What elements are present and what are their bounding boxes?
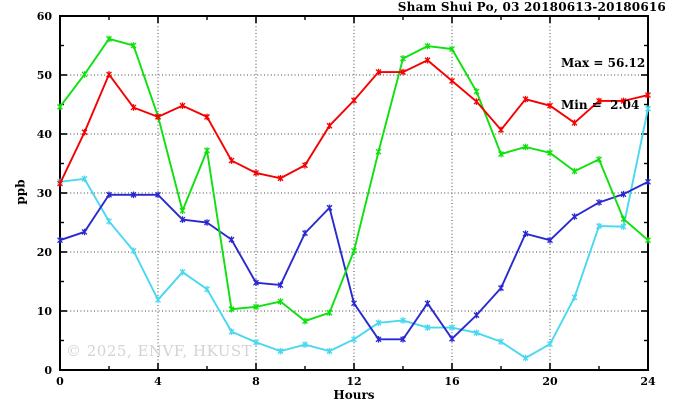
- y-tick-label: 40: [37, 128, 53, 141]
- y-tick-label: 0: [44, 364, 52, 377]
- y-tick-label: 10: [37, 305, 53, 318]
- min-annotation: Min = 2.04: [561, 98, 640, 112]
- tick-labels: 0 4 8 12 16 20 24 0 10 20 30 40 50 60: [37, 10, 656, 388]
- plot-frame: [59, 15, 649, 371]
- series-green-markers: [57, 35, 651, 325]
- x-tick-label: 20: [542, 375, 558, 388]
- y-tick-label: 30: [37, 187, 53, 200]
- series-red: [57, 56, 651, 187]
- x-tick-label: 12: [346, 375, 361, 388]
- y-axis-label: ppb: [13, 179, 28, 205]
- series-cyan: [57, 105, 651, 362]
- x-axis-label: Hours: [333, 388, 375, 402]
- x-tick-label: 16: [444, 375, 460, 388]
- grid-lines: [60, 16, 648, 370]
- max-annotation: Max = 56.12: [561, 56, 646, 70]
- x-tick-label: 4: [154, 375, 162, 388]
- y-tick-label: 60: [37, 10, 53, 23]
- series-blue-markers: [57, 178, 651, 343]
- max-min-annotation: Max = 56.12 Min = 2.04: [561, 28, 645, 140]
- watermark: © 2025, ENVF, HKUST: [66, 342, 253, 360]
- x-tick-label: 8: [252, 375, 260, 388]
- chart-title: Sham Shui Po, 03 20180613-20180616: [397, 0, 666, 14]
- x-tick-label: 0: [56, 375, 64, 388]
- x-tick-label: 24: [640, 375, 656, 388]
- y-tick-label: 20: [37, 246, 53, 259]
- y-tick-label: 50: [37, 69, 53, 82]
- series-blue: [57, 178, 651, 343]
- series-red-markers: [57, 56, 651, 187]
